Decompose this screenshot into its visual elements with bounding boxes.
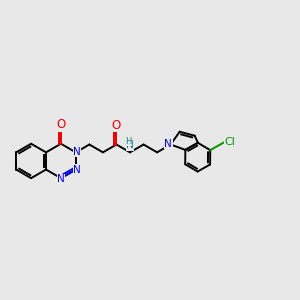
Text: O: O — [112, 118, 121, 132]
Text: N: N — [73, 147, 81, 157]
Text: N: N — [164, 139, 172, 149]
Text: N: N — [73, 165, 81, 175]
Text: H: H — [126, 137, 132, 146]
Text: N: N — [126, 140, 134, 151]
Text: Cl: Cl — [225, 137, 236, 147]
Text: N: N — [57, 174, 65, 184]
Text: O: O — [56, 118, 65, 131]
